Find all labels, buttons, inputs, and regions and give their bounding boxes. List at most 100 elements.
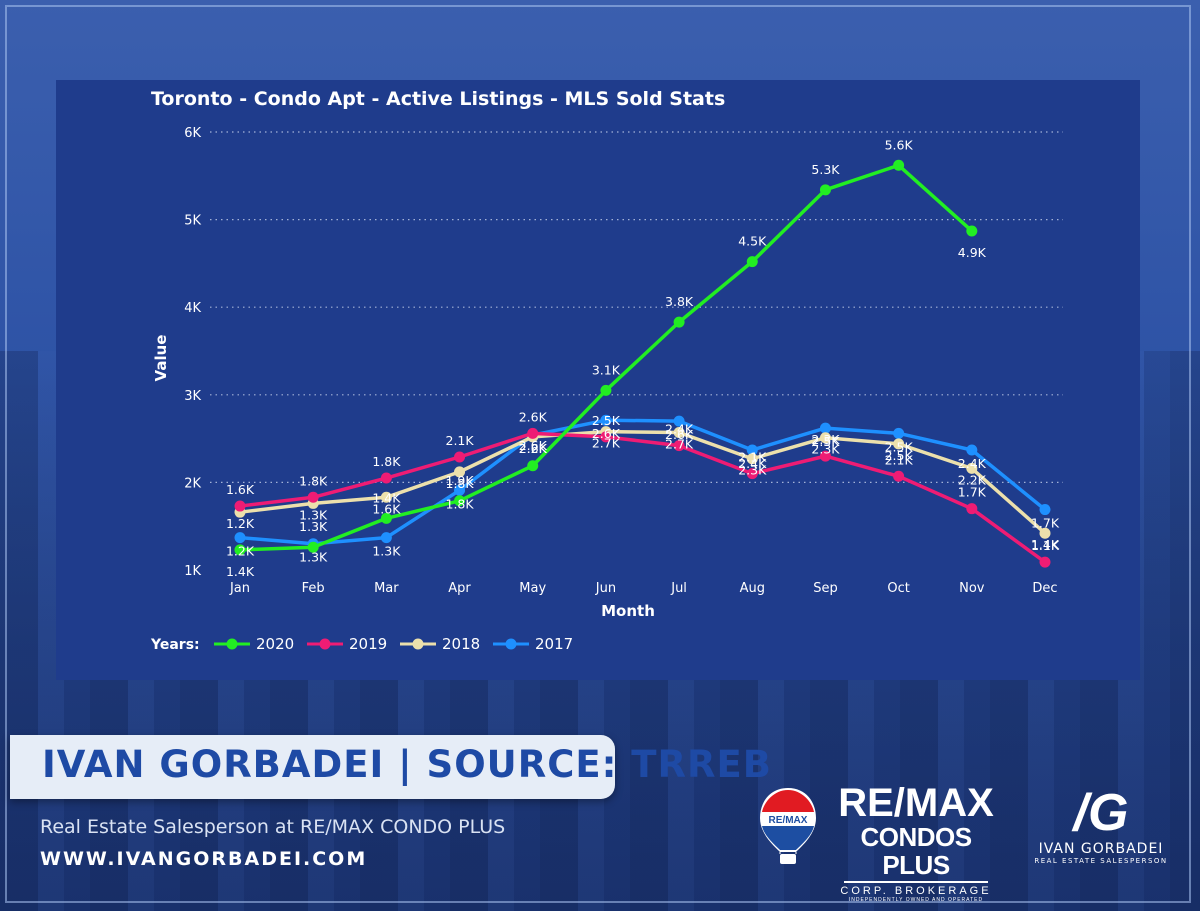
data-label-2020: 4.5K (738, 234, 767, 249)
data-label-2019: 1.7K (958, 485, 987, 500)
data-label-2017: 1.3K (372, 544, 401, 559)
data-point-2020 (966, 225, 978, 237)
data-point-2019 (307, 491, 319, 503)
data-point-2017 (673, 415, 685, 427)
data-point-2020 (673, 316, 685, 328)
data-label-2018: 1.2K (226, 516, 255, 531)
data-label-2018: 2.3K (811, 442, 840, 457)
data-label-2020: 1.9K (446, 473, 475, 488)
data-point-2019 (966, 503, 978, 515)
series-line-2017 (239, 418, 1047, 546)
data-point-2019 (600, 431, 612, 443)
x-tick-label: Sep (813, 581, 838, 596)
data-label-2019: 1.1K (1031, 538, 1060, 553)
x-tick-label: Feb (302, 581, 325, 596)
legend-label-2020: 2020 (256, 635, 294, 653)
x-tick-label: Oct (887, 581, 909, 596)
data-point-2020 (893, 159, 905, 171)
data-label-2018: 2.3K (738, 463, 767, 478)
data-point-2017 (893, 427, 905, 439)
data-point-2019 (1039, 556, 1051, 568)
x-tick-label: May (519, 581, 546, 596)
data-point-2018 (819, 432, 831, 444)
banner-text: IVAN GORBADEI | SOURCE: TRREB (42, 743, 772, 786)
x-tick-label: Apr (448, 581, 471, 596)
remax-line1: RE/MAX (838, 781, 994, 825)
data-label-2019: 2.1K (446, 433, 475, 448)
data-point-2019 (746, 468, 758, 480)
ig-name: IVAN GORBADEI (1038, 841, 1164, 857)
data-label-2017: 2.5K (885, 439, 914, 454)
data-label-2018: 1.4K (1031, 537, 1060, 552)
data-label-2017: 1.2K (226, 544, 255, 559)
data-label-2018: 2.7K (665, 436, 694, 451)
x-axis-title: Month (601, 602, 655, 620)
series-line-2019 (239, 431, 1047, 564)
data-point-2019 (819, 450, 831, 462)
chart-panel (56, 80, 1140, 680)
legend-swatch-dot (412, 638, 424, 650)
data-point-2018 (893, 438, 905, 450)
remax-line2: CONDOS PLUS (860, 822, 972, 880)
x-tick-label: Aug (740, 581, 765, 596)
data-label-2020: 3.8K (665, 294, 694, 309)
data-point-2018 (673, 426, 685, 438)
remax-condos-plus-logo: RE/MAX CONDOS PLUS CORP. BROKERAGE INDEP… (838, 783, 994, 903)
y-tick-label: 4K (184, 301, 201, 316)
data-point-2017 (454, 484, 466, 496)
x-tick-label: Mar (374, 581, 399, 596)
legend-swatch-dot (226, 638, 238, 650)
ig-role: REAL ESTATE SALESPERSON (1034, 857, 1168, 865)
data-label-2019: 1.8K (299, 473, 328, 488)
data-point-2017 (746, 444, 758, 456)
chart-title: Toronto - Condo Apt - Active Listings - … (151, 88, 726, 110)
balloon-text: RE/MAX (769, 815, 808, 826)
data-label-2019: 2.1K (738, 450, 767, 465)
website-link[interactable]: WWW.IVANGORBADEI.COM (40, 848, 368, 870)
data-label-2017: 2.5K (811, 434, 840, 449)
data-label-2019: 2.1K (885, 452, 914, 467)
data-point-2019 (380, 472, 392, 484)
data-label-2019: 1.6K (226, 482, 255, 497)
data-label-2019: 2.6K (519, 409, 548, 424)
legend-label-2017: 2017 (535, 635, 573, 653)
data-point-2020 (234, 544, 246, 556)
data-point-2018 (746, 453, 758, 465)
data-point-2019 (673, 440, 685, 452)
data-label-2017: 2.4K (738, 456, 767, 471)
data-point-2017 (234, 532, 246, 544)
series-line-2018 (239, 429, 1047, 535)
data-label-2018: 2.2K (958, 472, 987, 487)
data-label-2020: 2.6K (519, 438, 548, 453)
subtitle: Real Estate Salesperson at RE/MAX CONDO … (40, 816, 506, 838)
legend-label-2018: 2018 (442, 635, 480, 653)
data-label-2017: 2.4K (958, 456, 987, 471)
data-point-2019 (527, 427, 539, 439)
data-label-2019: 2.5K (592, 413, 621, 428)
data-point-2018 (1039, 527, 1051, 539)
y-tick-label: 6K (184, 126, 201, 141)
x-tick-label: Jul (670, 581, 687, 596)
data-point-2020 (380, 512, 392, 524)
data-label-2017: 2.6K (519, 441, 548, 456)
remax-line4: INDEPENDENTLY OWNED AND OPERATED (848, 897, 984, 903)
x-tick-label: Jun (595, 581, 616, 596)
x-tick-label: Dec (1032, 581, 1057, 596)
data-point-2017 (966, 444, 978, 456)
page-frame (5, 5, 1191, 903)
data-point-2018 (966, 462, 978, 474)
data-label-2017: 1.7K (1031, 516, 1060, 531)
data-point-2020 (746, 256, 758, 268)
data-label-2017: 1.3K (299, 550, 328, 565)
data-point-2019 (234, 500, 246, 512)
data-point-2017 (380, 532, 392, 544)
y-tick-label: 5K (184, 214, 201, 229)
name-banner: IVAN GORBADEI | SOURCE: TRREB (10, 735, 771, 799)
ivan-gorbadei-logo: /G IVAN GORBADEI REAL ESTATE SALESPERSON (1032, 787, 1170, 865)
data-point-2020 (527, 460, 539, 472)
data-label-2018: 1.8K (446, 476, 475, 491)
remax-balloon-logo: RE/MAX (760, 788, 816, 864)
remax-line3: CORP. BROKERAGE (840, 885, 992, 897)
line-chart: 1K 2K 3K 4K 5K 6K Jan Feb Mar Apr May Jun Jul Aug Sep O… (150, 126, 1063, 653)
series-line-2020 (239, 163, 973, 552)
